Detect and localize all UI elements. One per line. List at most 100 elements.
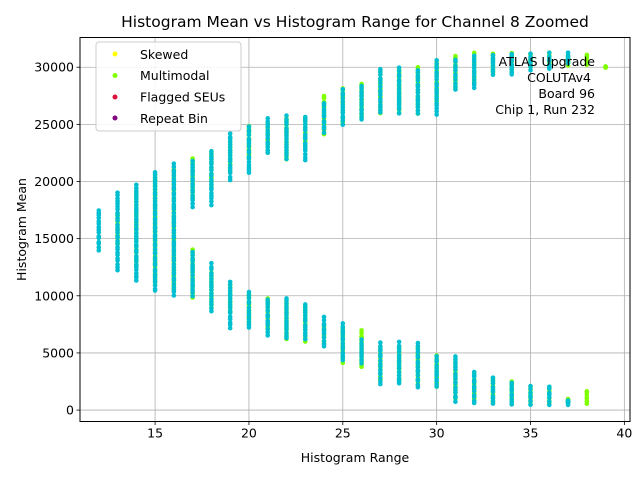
data-point <box>453 72 458 77</box>
data-point <box>152 283 158 288</box>
data-point <box>415 82 421 88</box>
data-point <box>528 398 533 404</box>
data-point <box>321 93 327 99</box>
data-point <box>246 148 252 153</box>
data-point <box>115 210 120 216</box>
data-point <box>584 389 590 394</box>
data-point <box>302 330 308 336</box>
data-point <box>209 171 214 177</box>
data-point <box>171 247 177 252</box>
x-axis-label: Histogram Range <box>301 450 410 465</box>
data-point <box>453 81 458 87</box>
data-point <box>546 50 552 56</box>
data-point <box>378 88 383 93</box>
data-point <box>152 267 158 272</box>
data-point <box>190 181 195 187</box>
data-point <box>209 260 214 266</box>
data-point <box>340 90 346 96</box>
data-point <box>246 299 252 305</box>
data-point <box>284 126 289 131</box>
data-point <box>265 127 271 133</box>
x-tick-label: 25 <box>335 426 351 441</box>
data-point <box>190 262 195 267</box>
data-point <box>415 102 421 107</box>
data-point <box>115 222 120 228</box>
data-point <box>415 68 421 73</box>
data-point <box>340 86 346 92</box>
data-point <box>453 53 458 59</box>
y-tick-label: 5000 <box>42 345 74 360</box>
data-point <box>415 364 421 370</box>
data-point <box>265 139 271 145</box>
data-point <box>171 202 177 207</box>
data-point <box>415 367 421 373</box>
data-point <box>265 329 271 335</box>
data-point <box>378 344 383 349</box>
data-point <box>415 377 421 382</box>
data-point <box>171 293 177 298</box>
data-point <box>134 271 139 276</box>
data-point <box>396 111 402 116</box>
x-tick-label: 40 <box>616 426 632 441</box>
data-point <box>302 125 308 131</box>
data-point <box>434 363 439 368</box>
data-point <box>471 65 477 71</box>
data-point <box>227 299 233 305</box>
data-point <box>453 399 458 405</box>
data-point <box>378 76 383 81</box>
data-point <box>115 190 120 195</box>
data-point <box>396 82 402 88</box>
data-point <box>453 385 458 391</box>
data-point <box>227 131 233 136</box>
data-point <box>378 361 383 367</box>
data-point <box>471 377 477 383</box>
plot-frame <box>79 37 631 422</box>
data-points <box>96 50 608 408</box>
chart-title: Histogram Mean vs Histogram Range for Ch… <box>121 13 589 31</box>
data-point <box>415 347 421 352</box>
data-point <box>528 402 533 408</box>
data-point <box>190 172 195 178</box>
data-point <box>565 398 571 403</box>
data-point <box>134 234 139 239</box>
data-point <box>415 353 421 359</box>
data-point <box>152 170 158 175</box>
data-point <box>152 199 158 204</box>
data-point <box>209 190 214 196</box>
data-point <box>378 96 383 102</box>
data-point <box>284 113 289 118</box>
data-point <box>415 73 421 78</box>
legend-marker <box>112 115 118 121</box>
data-point <box>565 50 571 55</box>
data-point <box>302 114 308 120</box>
data-point <box>509 57 515 62</box>
data-point <box>321 130 327 136</box>
data-point <box>152 272 158 278</box>
data-point <box>396 376 402 382</box>
data-point <box>246 132 252 138</box>
data-point <box>302 151 308 157</box>
data-point <box>134 225 139 231</box>
data-point <box>453 393 458 399</box>
data-point <box>152 216 158 221</box>
legend-label: Flagged SEUs <box>140 90 225 105</box>
data-point <box>115 233 120 239</box>
data-point <box>190 276 195 282</box>
data-point <box>115 256 120 261</box>
data-point <box>471 56 477 62</box>
data-point <box>584 395 590 400</box>
annotation-line: COLUTAv4 <box>527 70 591 85</box>
data-point <box>396 77 402 83</box>
data-point <box>434 353 439 359</box>
data-point <box>115 196 120 201</box>
data-point <box>378 375 383 381</box>
data-point <box>321 314 327 320</box>
data-point <box>115 262 120 267</box>
data-point <box>265 147 271 153</box>
data-point <box>171 227 177 233</box>
data-point <box>396 369 402 375</box>
data-point <box>453 354 458 359</box>
data-point <box>96 233 102 239</box>
data-point <box>434 57 439 63</box>
data-point <box>134 182 139 188</box>
